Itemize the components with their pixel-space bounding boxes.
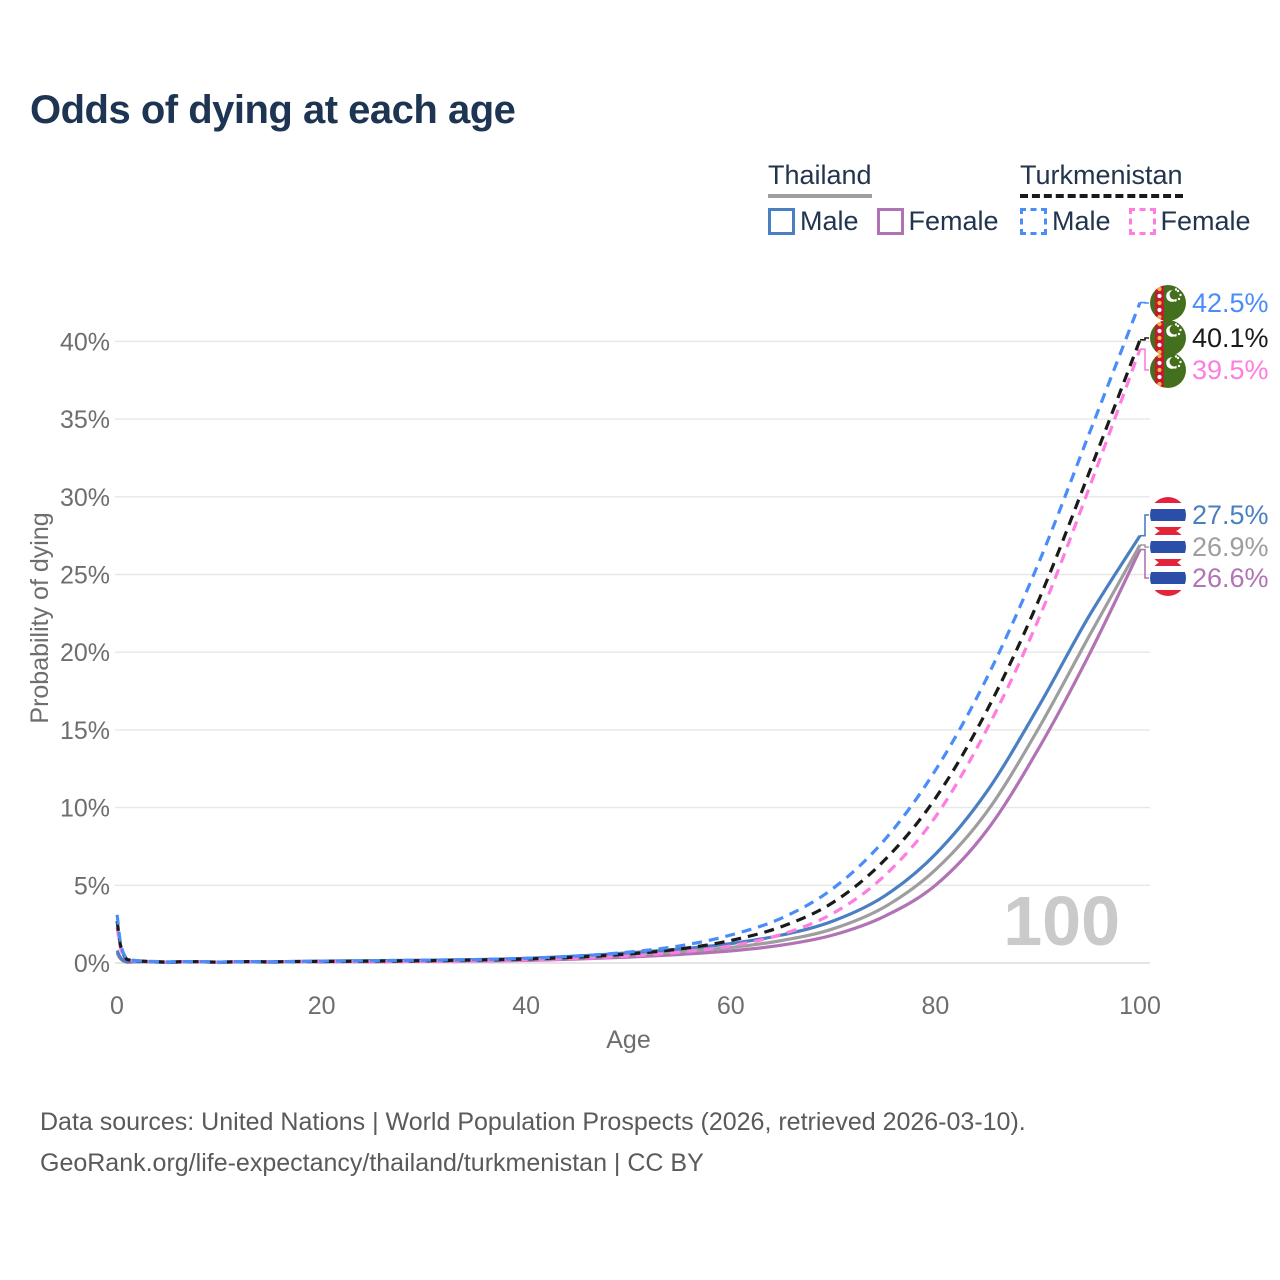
y-tick-label: 0% xyxy=(74,950,110,978)
chart-footer: Data sources: United Nations | World Pop… xyxy=(40,1102,1026,1184)
x-tick-label: 100 xyxy=(1119,992,1161,1020)
end-value-label-thailand-total: 26.9% xyxy=(1192,532,1269,562)
turkmenistan-flag-icon xyxy=(1150,285,1186,321)
legend-label-thailand-female[interactable]: Female xyxy=(908,206,999,236)
legend-swatch-thailand-male[interactable] xyxy=(768,208,795,235)
legend-heading-thailand[interactable]: Thailand xyxy=(768,160,872,198)
y-tick-label: 20% xyxy=(60,639,110,667)
x-tick-label: 0 xyxy=(110,992,124,1020)
x-tick-label: 60 xyxy=(717,992,745,1020)
y-tick-label: 5% xyxy=(74,872,110,900)
legend-swatch-turkmenistan-female[interactable] xyxy=(1128,208,1156,235)
legend-label-turkmenistan-male[interactable]: Male xyxy=(1052,206,1111,236)
legend-label-thailand-male[interactable]: Male xyxy=(800,206,859,236)
series-line-thailand-total xyxy=(115,544,1142,965)
end-value-label-turkmenistan-male: 42.5% xyxy=(1192,288,1269,318)
series-line-thailand-male xyxy=(115,534,1142,965)
odds-of-dying-line-chart: 0% 5% 10% 15% 20% 25% 30% 35% 40% 0 20 40 60 80 100 Age… xyxy=(26,285,1269,1054)
y-axis-title: Probability of dying xyxy=(26,512,54,723)
y-tick-label: 15% xyxy=(60,717,110,745)
thailand-flag-icon xyxy=(1150,529,1186,565)
series-line-turkmenistan-total xyxy=(115,339,1142,964)
label-connector xyxy=(1140,348,1149,371)
data-sources-text: Data sources: United Nations | World Pop… xyxy=(40,1108,1026,1136)
legend-row-thailand: Male Female xyxy=(768,206,1017,237)
thailand-flag-icon xyxy=(1150,560,1186,596)
series-line-turkmenistan-male xyxy=(115,302,1142,964)
y-tick-label: 40% xyxy=(60,328,110,356)
y-tick-label: 25% xyxy=(60,562,110,590)
end-value-label-turkmenistan-female: 39.5% xyxy=(1192,355,1269,385)
legend-heading-turkmenistan[interactable]: Turkmenistan xyxy=(1020,160,1183,198)
watermark-age-100: 100 xyxy=(1003,882,1120,960)
x-tick-label: 20 xyxy=(308,992,336,1020)
legend-group-thailand: Thailand Male Female xyxy=(768,160,1017,237)
end-value-label-turkmenistan-total: 40.1% xyxy=(1192,323,1269,353)
y-tick-label: 30% xyxy=(60,484,110,512)
turkmenistan-flag-icon xyxy=(1150,320,1186,356)
attribution-text: GeoRank.org/life-expectancy/thailand/tur… xyxy=(40,1149,704,1177)
x-tick-label: 80 xyxy=(921,992,949,1020)
turkmenistan-flag-icon xyxy=(1150,352,1186,388)
x-tick-label: 40 xyxy=(512,992,540,1020)
label-connector xyxy=(1140,544,1149,548)
page-title: Odds of dying at each age xyxy=(30,88,516,132)
chart-legend: Thailand Male Female Turkmenistan Male F… xyxy=(0,160,1280,250)
end-value-label-thailand-male: 27.5% xyxy=(1192,500,1269,530)
legend-swatch-turkmenistan-male[interactable] xyxy=(1020,208,1047,235)
y-tick-label: 10% xyxy=(60,795,110,823)
label-connector xyxy=(1140,514,1149,537)
series-line-turkmenistan-female xyxy=(115,348,1142,965)
legend-row-turkmenistan: Male Female xyxy=(1020,206,1269,237)
x-axis-title: Age xyxy=(606,1026,650,1054)
series-line-thailand-female xyxy=(115,548,1142,965)
label-connector xyxy=(1140,548,1149,579)
end-value-label-thailand-female: 26.6% xyxy=(1192,563,1269,593)
legend-label-turkmenistan-female[interactable]: Female xyxy=(1160,206,1251,236)
thailand-flag-icon xyxy=(1150,497,1186,533)
legend-swatch-thailand-female[interactable] xyxy=(876,208,904,235)
label-connector xyxy=(1140,337,1149,341)
legend-group-turkmenistan: Turkmenistan Male Female xyxy=(1020,160,1269,237)
y-tick-label: 35% xyxy=(60,406,110,434)
